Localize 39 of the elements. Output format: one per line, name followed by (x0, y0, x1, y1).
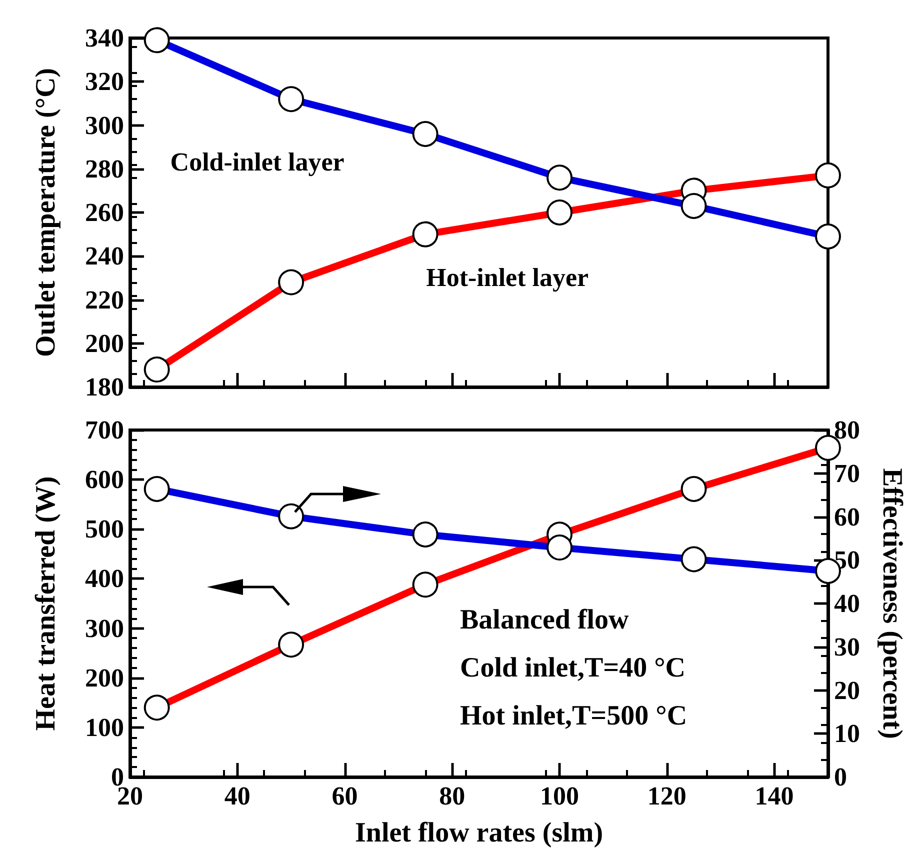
annotation: Balanced flow (460, 604, 630, 636)
y2-tick-label: 20 (834, 676, 860, 705)
x-tick-label: 100 (540, 782, 580, 810)
x-tick-label: 120 (647, 782, 686, 810)
annotation: Cold inlet,T=40 °C (460, 652, 686, 684)
y-tick-label: 400 (85, 564, 124, 594)
y-tick-label: 700 (85, 416, 124, 444)
annotation: Hot inlet,T=500 °C (460, 700, 688, 732)
y2-tick-label: 80 (834, 416, 860, 444)
y-tick-label: 300 (85, 110, 124, 140)
y-axis-title: Heat transferred (W) (30, 476, 62, 731)
y-tick-label: 600 (85, 465, 124, 494)
y-tick-label: 220 (85, 285, 124, 314)
y-tick-label: 320 (85, 67, 124, 96)
y-tick-label: 200 (85, 663, 124, 692)
y-tick-label: 280 (85, 154, 124, 184)
y-tick-label: 200 (85, 328, 124, 358)
y-tick-label: 500 (85, 514, 124, 544)
y2-tick-label: 10 (834, 719, 860, 748)
y-tick-label: 240 (85, 242, 124, 271)
x-tick-label: 60 (332, 782, 358, 810)
y2-tick-label: 70 (834, 458, 860, 488)
x-tick-label: 140 (754, 782, 794, 810)
y-tick-label: 260 (85, 198, 124, 227)
y2-axis-title: Effectiveness (percent) (876, 468, 908, 739)
y-tick-label: 180 (85, 372, 124, 402)
y2-tick-label: 60 (834, 502, 860, 532)
x-tick-label: 80 (439, 782, 466, 810)
y-tick-label: 300 (85, 614, 124, 643)
y-axis-title: Outlet temperature (°C) (30, 68, 62, 358)
y-tick-label: 100 (85, 712, 124, 742)
y2-tick-label: 30 (834, 632, 860, 662)
y-tick-label: 340 (85, 24, 124, 52)
x-tick-label: 40 (224, 782, 250, 810)
series-label: Hot-inlet layer (426, 262, 589, 292)
series-label: Cold-inlet layer (170, 147, 344, 176)
x-axis-title: Inlet flow rates (slm) (354, 818, 604, 848)
y2-tick-label: 0 (834, 762, 847, 792)
y2-tick-label: 40 (834, 589, 860, 618)
